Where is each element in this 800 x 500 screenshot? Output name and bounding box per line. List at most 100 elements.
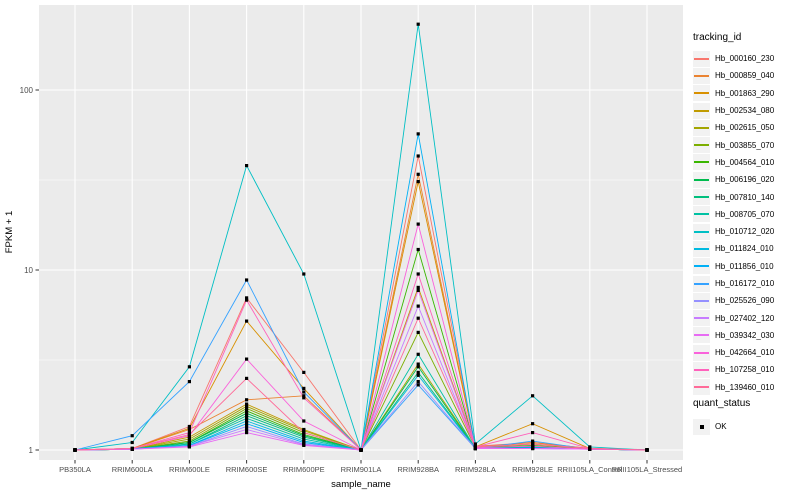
- legend-item-label: Hb_002534_080: [715, 106, 775, 116]
- point-marker: [588, 446, 592, 451]
- quant-status-item: OK: [693, 418, 727, 435]
- point-marker: [187, 380, 191, 384]
- point-marker: [245, 398, 249, 402]
- legend-key: [693, 275, 710, 292]
- point-marker: [416, 330, 420, 334]
- legend-item: Hb_011824_010: [693, 240, 774, 257]
- legend-item: Hb_008705_070: [693, 206, 774, 223]
- legend-item: Hb_004564_010: [693, 154, 774, 171]
- legend-key-line-icon: [694, 351, 709, 354]
- point-marker: [245, 404, 249, 408]
- point-marker: [531, 394, 535, 398]
- point-marker: [416, 370, 420, 374]
- legend-item: Hb_001863_290: [693, 85, 774, 102]
- point-marker: [245, 402, 249, 406]
- legend-key: [693, 119, 710, 136]
- legend-item: Hb_016172_010: [693, 275, 774, 292]
- point-marker: [531, 442, 535, 446]
- point-marker: [245, 278, 249, 282]
- point-marker: [187, 445, 191, 449]
- point-marker: [416, 132, 420, 136]
- point-marker: [245, 422, 249, 426]
- legend-key: [693, 223, 710, 240]
- point-marker: [416, 383, 420, 387]
- point-marker: [302, 394, 306, 398]
- y-axis-title: FPKM + 1: [4, 211, 15, 254]
- point-marker: [473, 445, 477, 449]
- point-marker: [416, 352, 420, 356]
- legend-key-line-icon: [694, 368, 709, 371]
- point-marker: [302, 437, 306, 441]
- point-marker: [416, 304, 420, 308]
- point-marker: [245, 164, 249, 168]
- point-marker: [645, 448, 649, 452]
- legend-panel: tracking_id Hb_000160_230 Hb_000859_040 Hb…: [692, 0, 800, 500]
- y-tick-label: 100: [20, 86, 34, 95]
- point-marker: [416, 180, 420, 184]
- x-tick-label: RRIM600LE: [169, 465, 210, 474]
- point-marker: [130, 440, 134, 445]
- x-tick-label: RRII105LA_Control: [557, 465, 622, 474]
- point-marker: [416, 247, 420, 252]
- legend-item-label: Hb_042664_010: [715, 348, 775, 358]
- legend-key-line-icon: [694, 230, 709, 233]
- point-marker: [245, 431, 249, 435]
- point-marker: [187, 432, 191, 437]
- x-tick-label: RRIM928LE: [512, 465, 553, 474]
- legend-key: [693, 327, 710, 344]
- legend-item-label: Hb_006196_020: [715, 175, 775, 185]
- x-tick-label: RRIM600LA: [112, 465, 153, 474]
- legend-key: [693, 344, 710, 361]
- legend-item-label: Hb_010712_020: [715, 227, 775, 237]
- legend-key: [693, 171, 710, 188]
- point-marker: [416, 154, 420, 158]
- point-marker: [473, 442, 477, 446]
- x-tick-label: RRIM600PE: [283, 465, 325, 474]
- x-tick-label: RRII105LA_Stressed: [612, 465, 682, 474]
- point-marker: [302, 419, 306, 423]
- point-marker: [245, 416, 249, 420]
- point-marker: [531, 431, 535, 435]
- legend-key-line-icon: [694, 299, 709, 302]
- point-marker: [416, 288, 420, 292]
- legend-key-line-icon: [694, 109, 709, 112]
- point-marker: [245, 406, 249, 411]
- point-marker: [187, 426, 191, 430]
- legend-title-quant-status: quant_status: [693, 398, 751, 409]
- legend-key-line-icon: [694, 317, 709, 320]
- point-marker: [531, 422, 535, 426]
- legend-key: [693, 240, 710, 257]
- legend-key-line-icon: [694, 282, 709, 285]
- legend-item: Hb_002534_080: [693, 102, 774, 119]
- legend-key: [693, 292, 710, 309]
- legend-key: [693, 258, 710, 275]
- legend-item-label: Hb_002615_050: [715, 123, 775, 133]
- legend-key: [693, 361, 710, 378]
- point-marker: [531, 439, 535, 443]
- legend-item-label: Hb_000160_230: [715, 54, 775, 64]
- legend-item: Hb_000160_230: [693, 50, 774, 67]
- legend-key: [693, 379, 710, 396]
- x-tick-label: RRIM928BA: [397, 465, 439, 474]
- point-marker: [302, 390, 306, 394]
- point-marker: [187, 437, 191, 441]
- legend-title-tracking-id: tracking_id: [693, 32, 742, 43]
- point-marker: [245, 427, 249, 432]
- point-marker: [245, 376, 249, 380]
- legend-key-line-icon: [694, 247, 709, 250]
- point-marker: [245, 298, 249, 302]
- point-marker: [245, 424, 249, 429]
- point-marker: [531, 446, 535, 451]
- point-marker: [416, 222, 420, 226]
- legend-key-line-icon: [694, 213, 709, 216]
- point-marker: [130, 434, 134, 438]
- legend-item: Hb_039342_030: [693, 327, 774, 344]
- point-marker: [416, 22, 420, 26]
- point-marker: [416, 362, 420, 366]
- legend-item-label: Hb_008705_070: [715, 209, 775, 219]
- legend-key-line-icon: [694, 161, 709, 164]
- legend-key-line-icon: [694, 74, 709, 77]
- legend-item-label: Hb_001863_290: [715, 88, 775, 98]
- legend-key-line-icon: [694, 265, 709, 268]
